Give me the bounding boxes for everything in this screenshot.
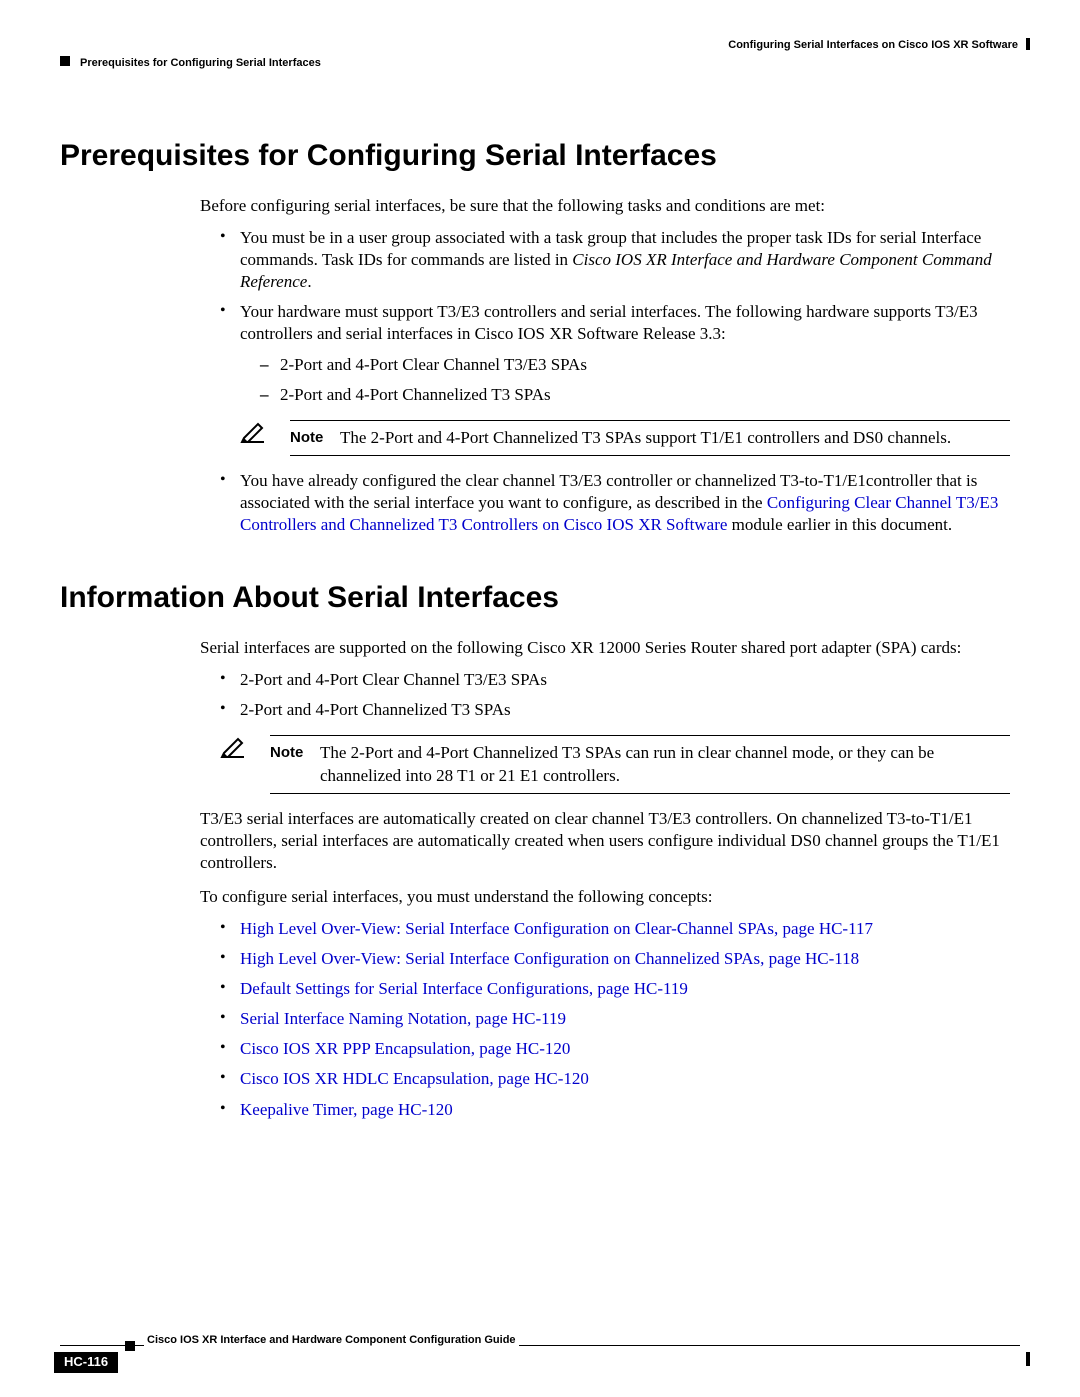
section2-para2: To configure serial interfaces, you must… [200, 886, 1010, 908]
sub-list-item: 2-Port and 4-Port Channelized T3 SPAs [260, 384, 1010, 406]
page-header: Configuring Serial Interfaces on Cisco I… [60, 38, 1020, 66]
section2-list: 2-Port and 4-Port Clear Channel T3/E3 SP… [220, 669, 1010, 721]
list-item: Serial Interface Naming Notation, page H… [220, 1008, 1010, 1030]
note-label: Note [270, 742, 320, 786]
page-number: HC-116 [54, 1352, 118, 1373]
bullet-text: Your hardware must support T3/E3 control… [240, 302, 978, 343]
footer-bar-right [1026, 1352, 1030, 1366]
section1-body: Before configuring serial interfaces, be… [200, 195, 1010, 536]
link-text[interactable]: Cisco IOS XR HDLC Encapsulation, page HC… [240, 1069, 589, 1088]
link-text[interactable]: High Level Over-View: Serial Interface C… [240, 919, 873, 938]
header-right-text: Configuring Serial Interfaces on Cisco I… [728, 38, 1018, 52]
note-label: Note [290, 427, 340, 449]
bullet-text-end: module earlier in this document. [727, 515, 952, 534]
list-item: Cisco IOS XR PPP Encapsulation, page HC-… [220, 1038, 1010, 1060]
note-text: The 2-Port and 4-Port Channelized T3 SPA… [340, 427, 1010, 449]
list-item: 2-Port and 4-Port Clear Channel T3/E3 SP… [220, 669, 1010, 691]
list-item: You must be in a user group associated w… [220, 227, 1010, 293]
note-block: Note The 2-Port and 4-Port Channelized T… [240, 420, 1010, 456]
sub-list: 2-Port and 4-Port Clear Channel T3/E3 SP… [240, 354, 1010, 406]
note-text: The 2-Port and 4-Port Channelized T3 SPA… [320, 742, 1010, 786]
bullet-text-end: . [307, 272, 311, 291]
pencil-icon [220, 735, 270, 759]
list-item: Cisco IOS XR HDLC Encapsulation, page HC… [220, 1068, 1010, 1090]
page: Configuring Serial Interfaces on Cisco I… [0, 0, 1080, 1397]
pencil-icon [240, 420, 290, 444]
header-square-icon [60, 56, 70, 66]
list-item: Default Settings for Serial Interface Co… [220, 978, 1010, 1000]
section2-links: High Level Over-View: Serial Interface C… [200, 918, 1010, 1121]
header-left-text: Prerequisites for Configuring Serial Int… [80, 56, 321, 70]
link-text[interactable]: Cisco IOS XR PPP Encapsulation, page HC-… [240, 1039, 570, 1058]
link-text[interactable]: Keepalive Timer, page HC-120 [240, 1100, 453, 1119]
section2-para1: T3/E3 serial interfaces are automaticall… [200, 808, 1010, 874]
section2-body: Serial interfaces are supported on the f… [200, 637, 1010, 793]
section2-intro: Serial interfaces are supported on the f… [200, 637, 1010, 659]
section1-list: You must be in a user group associated w… [220, 227, 1010, 536]
link-text[interactable]: High Level Over-View: Serial Interface C… [240, 949, 859, 968]
page-footer: Cisco IOS XR Interface and Hardware Comp… [60, 1345, 1020, 1369]
note-block: Note The 2-Port and 4-Port Channelized T… [220, 735, 1010, 793]
section1-intro: Before configuring serial interfaces, be… [200, 195, 1010, 217]
list-item: 2-Port and 4-Port Channelized T3 SPAs [220, 699, 1010, 721]
list-item: You have already configured the clear ch… [220, 470, 1010, 536]
footer-square-icon [125, 1341, 135, 1351]
sub-list-item: 2-Port and 4-Port Clear Channel T3/E3 SP… [260, 354, 1010, 376]
section1-title: Prerequisites for Configuring Serial Int… [60, 136, 1020, 175]
link-text[interactable]: Serial Interface Naming Notation, page H… [240, 1009, 566, 1028]
list-item: Your hardware must support T3/E3 control… [220, 301, 1010, 455]
list-item: High Level Over-View: Serial Interface C… [220, 948, 1010, 970]
list-item: High Level Over-View: Serial Interface C… [220, 918, 1010, 940]
link-list: High Level Over-View: Serial Interface C… [220, 918, 1010, 1121]
list-item: Keepalive Timer, page HC-120 [220, 1099, 1010, 1121]
footer-title: Cisco IOS XR Interface and Hardware Comp… [144, 1333, 519, 1347]
link-text[interactable]: Default Settings for Serial Interface Co… [240, 979, 688, 998]
header-bar-right [1026, 38, 1030, 50]
section2-title: Information About Serial Interfaces [60, 578, 1020, 617]
